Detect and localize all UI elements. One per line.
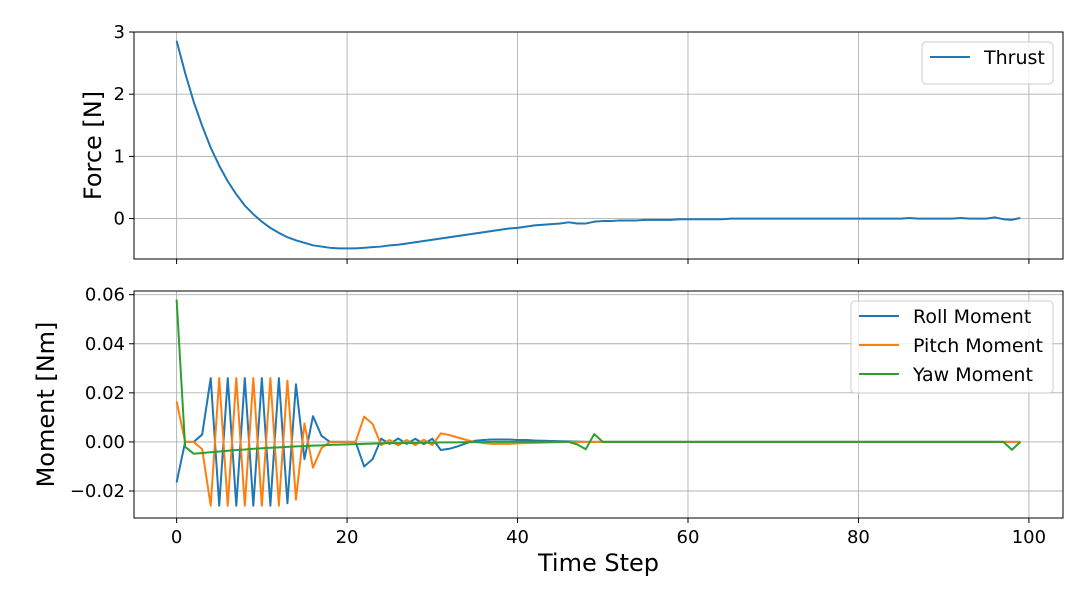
axes-frame	[133, 31, 1064, 260]
y-tick-label: 3	[114, 22, 125, 43]
x-tick-label: 80	[847, 527, 870, 548]
y-tick-label: 0.02	[85, 383, 125, 404]
x-tick-label: 20	[336, 527, 359, 548]
legend-label-pitch-moment: Pitch Moment	[913, 335, 1043, 357]
y-tick-label: 0.00	[85, 432, 125, 453]
x-axis-label: Time Step	[537, 549, 659, 577]
y-tick-label: 1	[114, 146, 125, 167]
y-axis-label: Force [N]	[79, 91, 107, 200]
x-tick-label: 0	[171, 527, 182, 548]
y-tick-label: 2	[114, 84, 125, 105]
y-tick-label: 0	[114, 209, 125, 230]
y-tick-label: −0.02	[70, 481, 125, 502]
thrust-subplot: 0 1 2 3 Force [N] Thrust	[79, 22, 1064, 264]
series-line-thrust	[175, 40, 1021, 250]
y-tick-label: 0.04	[85, 334, 125, 355]
legend-label-yaw-moment: Yaw Moment	[912, 364, 1033, 386]
legend-box	[850, 300, 1054, 394]
legend-label-roll-moment: Roll Moment	[913, 306, 1031, 328]
x-tick-label: 40	[506, 527, 529, 548]
legend-box	[921, 41, 1054, 85]
legend-label-thrust: Thrust	[983, 47, 1045, 69]
y-tick-label: 0.06	[85, 285, 125, 306]
x-tick-label: 60	[677, 527, 700, 548]
x-tick-label: 100	[1012, 527, 1046, 548]
axes-frame	[133, 290, 1064, 519]
moment-subplot: 0 20 40 60 80 100 −0.02 0.00 0.02 0.04 0.06 Moment …	[32, 285, 1064, 577]
series-line-yaw-moment	[175, 299, 1022, 455]
y-axis-label: Moment [Nm]	[32, 322, 60, 488]
